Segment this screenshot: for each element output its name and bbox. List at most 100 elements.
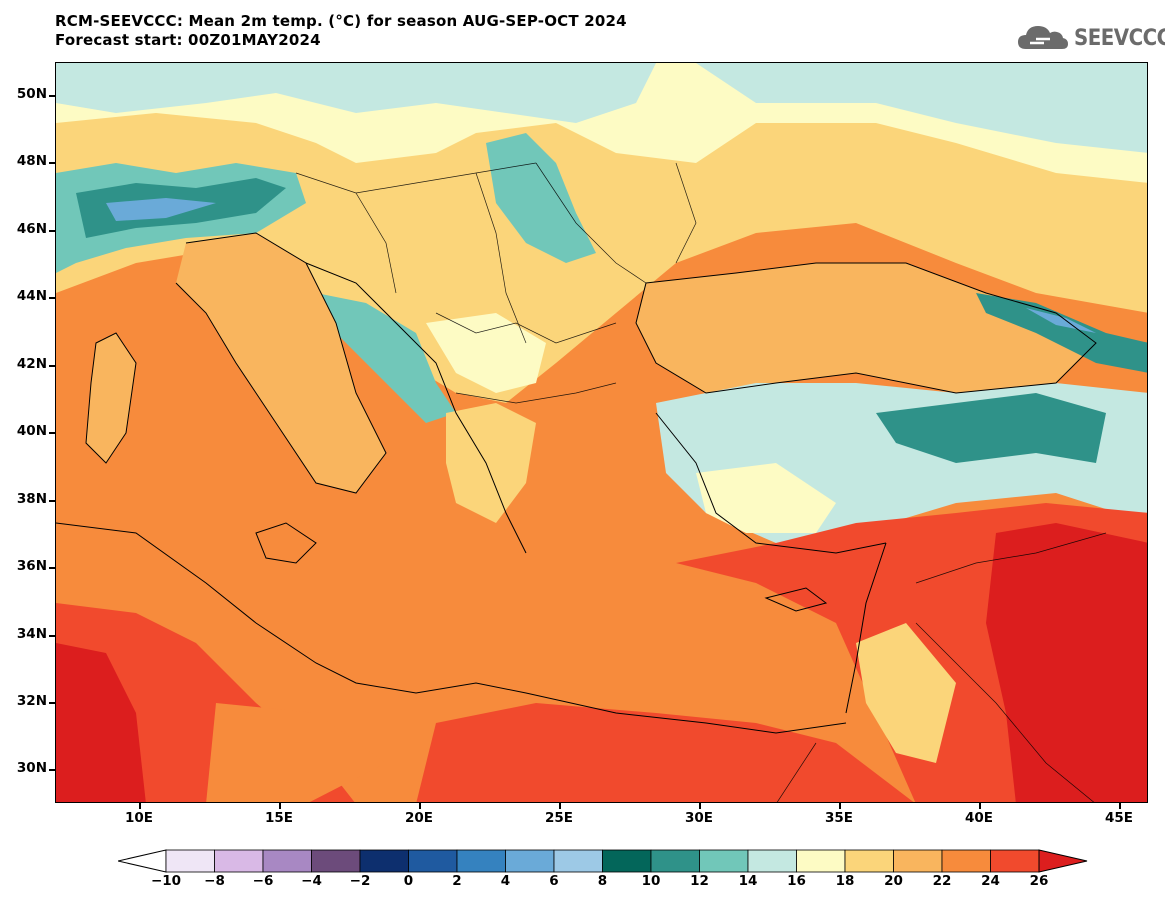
lat-tick-mark: [49, 635, 55, 637]
lon-tick-label: 45E: [1104, 810, 1133, 826]
lat-tick-label: 48N: [16, 153, 47, 169]
logo-text: SEEVCCC: [1074, 25, 1165, 51]
colorbar-tick-label: 4: [500, 873, 511, 889]
colorbar-tick-label: 14: [738, 873, 758, 889]
jordan-highlands: [856, 623, 956, 763]
balkans-mild: [426, 313, 546, 393]
colorbar-tick-label: 26: [1029, 873, 1049, 889]
colorbar-tick-label: 10: [641, 873, 661, 889]
sardinia: [86, 333, 136, 463]
country-borders: [295, 162, 1107, 802]
colorbar-swatch: [990, 849, 1040, 873]
caucasus: [976, 293, 1147, 373]
colorbar-swatch: [456, 849, 506, 873]
temperature-map: [55, 62, 1148, 803]
libya-coast: [206, 703, 386, 802]
colorbar-swatch: [359, 849, 409, 873]
land-ne-cool: [696, 63, 1147, 153]
lat-tick-mark: [49, 702, 55, 704]
lat-tick-mark: [49, 567, 55, 569]
lon-tick-label: 15E: [264, 810, 293, 826]
lat-tick-mark: [49, 432, 55, 434]
colorbar-swatch: [602, 849, 652, 873]
caucasus-peak: [1026, 308, 1096, 333]
colorbar-swatch: [941, 849, 991, 873]
lon-tick-mark: [839, 803, 841, 809]
lat-tick-mark: [49, 95, 55, 97]
lon-tick-label: 10E: [124, 810, 153, 826]
lat-tick-mark: [49, 500, 55, 502]
coastlines: [56, 232, 1097, 734]
colorbar-tick-label: −4: [301, 873, 322, 889]
title-line-1: RCM-SEEVCCC: Mean 2m temp. (°C) for seas…: [55, 12, 627, 30]
lon-tick-mark: [1119, 803, 1121, 809]
lat-tick-label: 46N: [16, 221, 47, 237]
colorbar-swatch: [262, 849, 312, 873]
colorbar: [117, 849, 1088, 877]
colorbar-tick-label: −6: [252, 873, 274, 889]
colorbar-upper-extension: [1038, 849, 1088, 873]
title-line-2: Forecast start: 00Z01MAY2024: [55, 31, 321, 49]
alps-peak: [106, 198, 216, 221]
colorbar-tick-label: 2: [452, 873, 462, 889]
lat-tick-mark: [49, 162, 55, 164]
anatolia-mild: [696, 463, 836, 533]
colorbar-tick-label: 16: [787, 873, 806, 889]
lat-tick-label: 40N: [16, 423, 47, 439]
lat-tick-mark: [49, 297, 55, 299]
lon-tick-mark: [279, 803, 281, 809]
algeria-hottest: [56, 643, 146, 802]
map-title: RCM-SEEVCCC: Mean 2m temp. (°C) for seas…: [55, 12, 627, 50]
lat-tick-label: 38N: [16, 491, 47, 507]
colorbar-tick-label: 24: [981, 873, 1000, 889]
colorbar-swatch: [408, 849, 458, 873]
colorbar-swatch: [553, 849, 603, 873]
lon-tick-mark: [559, 803, 561, 809]
map-canvas: [56, 63, 1147, 802]
colorbar-tick-label: −2: [349, 873, 371, 889]
lon-tick-label: 20E: [404, 810, 433, 826]
lon-tick-mark: [419, 803, 421, 809]
colorbar-swatch: [650, 849, 700, 873]
colorbar-swatch: [844, 849, 894, 873]
seevccc-logo: SEEVCCC: [1016, 20, 1165, 56]
lat-tick-label: 32N: [16, 693, 47, 709]
colorbar-swatch: [796, 849, 846, 873]
land-north-cool: [56, 63, 656, 123]
lon-tick-mark: [139, 803, 141, 809]
lon-tick-mark: [979, 803, 981, 809]
colorbar-swatch: [699, 849, 749, 873]
cloud-icon: [1018, 26, 1068, 49]
lat-tick-mark: [49, 769, 55, 771]
lat-tick-label: 42N: [16, 356, 47, 372]
colorbar-swatch: [311, 849, 361, 873]
colorbar-swatch: [893, 849, 943, 873]
lon-tick-mark: [699, 803, 701, 809]
lat-tick-label: 34N: [16, 626, 47, 642]
lon-tick-label: 35E: [824, 810, 853, 826]
lat-tick-label: 30N: [16, 760, 47, 776]
libya-egypt-hot: [416, 703, 914, 802]
east-anatolia: [876, 393, 1106, 463]
lon-tick-label: 25E: [544, 810, 573, 826]
colorbar-tick-label: 0: [403, 873, 414, 889]
lon-tick-label: 30E: [684, 810, 713, 826]
colorbar-tick-label: 12: [690, 873, 709, 889]
lon-tick-label: 40E: [964, 810, 993, 826]
colorbar-lower-extension: [117, 849, 167, 873]
colorbar-swatch: [747, 849, 797, 873]
dinarides: [316, 293, 456, 423]
colorbar-tick-label: 8: [597, 873, 608, 889]
mesopotamia-hottest: [986, 523, 1147, 802]
carpathians: [486, 133, 596, 263]
colorbar-tick-label: −8: [204, 873, 225, 889]
colorbar-swatch: [165, 849, 215, 873]
colorbar-tick-label: −10: [150, 873, 182, 889]
lat-tick-mark: [49, 230, 55, 232]
lat-tick-label: 44N: [16, 288, 47, 304]
colorbar-swatch: [214, 849, 264, 873]
colorbar-tick-label: 22: [932, 873, 952, 889]
colorbar-tick-label: 18: [835, 873, 855, 889]
colorbar-tick-label: 6: [549, 873, 559, 889]
lat-tick-label: 50N: [16, 86, 47, 102]
